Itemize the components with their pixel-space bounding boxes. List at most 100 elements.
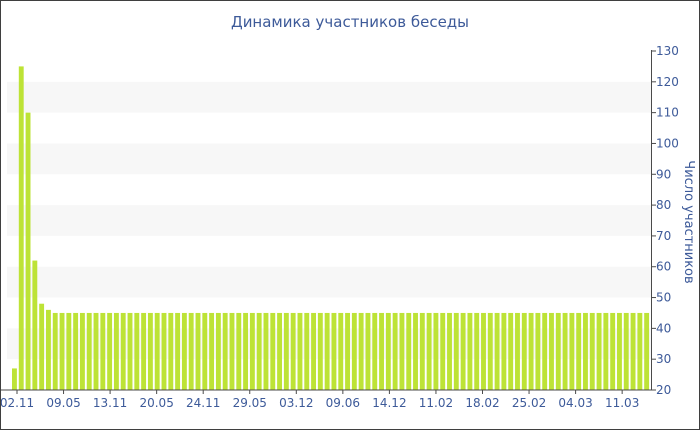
bar bbox=[120, 312, 126, 390]
bar bbox=[515, 312, 520, 390]
y-tick-label: 20 bbox=[656, 383, 671, 397]
bar bbox=[290, 312, 296, 390]
chart-title: Динамика участников беседы bbox=[230, 13, 470, 31]
bar bbox=[175, 312, 181, 390]
bar bbox=[576, 312, 582, 390]
bar bbox=[630, 312, 636, 390]
bar bbox=[481, 312, 486, 390]
bar bbox=[311, 312, 316, 390]
bar bbox=[256, 312, 262, 390]
bar bbox=[555, 312, 561, 390]
bar bbox=[419, 312, 425, 390]
bar bbox=[263, 312, 269, 390]
bar bbox=[93, 312, 99, 390]
bar bbox=[304, 312, 310, 390]
bar bbox=[141, 312, 147, 390]
x-tick-label: 09.06 bbox=[326, 396, 360, 410]
bar bbox=[521, 312, 527, 390]
grid-band bbox=[7, 81, 651, 113]
bar bbox=[107, 312, 113, 390]
bar bbox=[18, 66, 24, 390]
bar bbox=[59, 312, 65, 390]
bar bbox=[202, 312, 208, 390]
bar bbox=[365, 312, 371, 390]
bar bbox=[188, 312, 194, 390]
bar bbox=[644, 312, 650, 390]
bar bbox=[399, 312, 405, 390]
bar bbox=[52, 312, 58, 390]
x-tick-label: 11.03 bbox=[605, 396, 639, 410]
x-tick-label: 13.11 bbox=[93, 396, 127, 410]
y-tick-label: 70 bbox=[656, 229, 671, 243]
bar bbox=[610, 312, 616, 390]
y-tick-label: 50 bbox=[656, 291, 671, 305]
bar bbox=[113, 312, 119, 390]
bar bbox=[236, 312, 242, 390]
bar bbox=[474, 312, 480, 390]
y-tick-label: 100 bbox=[656, 136, 679, 150]
y-tick-label: 80 bbox=[656, 198, 671, 212]
bar bbox=[161, 312, 167, 390]
grid-band bbox=[7, 205, 651, 236]
bar bbox=[379, 312, 384, 390]
bar bbox=[562, 312, 568, 390]
bar bbox=[453, 312, 459, 390]
x-tick-label: 04.03 bbox=[558, 396, 592, 410]
bar bbox=[25, 112, 31, 390]
bar bbox=[345, 312, 350, 390]
bar bbox=[127, 312, 133, 390]
bar bbox=[86, 312, 92, 390]
x-tick-label: 09.05 bbox=[46, 396, 80, 410]
bar bbox=[243, 312, 249, 390]
bar bbox=[168, 312, 174, 390]
bar bbox=[392, 312, 398, 390]
bar bbox=[331, 312, 337, 390]
y-tick-label: 130 bbox=[656, 44, 679, 58]
bar bbox=[222, 312, 228, 390]
bar bbox=[426, 312, 432, 390]
bar bbox=[66, 312, 72, 390]
bar bbox=[542, 312, 548, 390]
bar bbox=[385, 312, 391, 390]
x-tick-label: 14.12 bbox=[372, 396, 406, 410]
y-tick-label: 40 bbox=[656, 321, 671, 335]
bar bbox=[440, 312, 446, 390]
bar bbox=[569, 312, 575, 390]
bar bbox=[549, 312, 554, 390]
bar bbox=[79, 312, 85, 390]
x-tick-label: 25.02 bbox=[512, 396, 546, 410]
bar bbox=[487, 312, 493, 390]
bar bbox=[413, 312, 418, 390]
bar bbox=[195, 312, 201, 390]
bar bbox=[317, 312, 323, 390]
bar bbox=[583, 312, 588, 390]
y-tick-label: 90 bbox=[656, 167, 671, 181]
bar bbox=[494, 312, 500, 390]
bar bbox=[249, 312, 255, 390]
grid-band bbox=[7, 266, 651, 298]
bar bbox=[637, 312, 643, 390]
bar bbox=[154, 312, 160, 390]
bar bbox=[528, 312, 534, 390]
bar bbox=[351, 312, 357, 390]
bar bbox=[100, 312, 106, 390]
bar bbox=[501, 312, 507, 390]
bar bbox=[32, 260, 38, 390]
bar bbox=[535, 312, 541, 390]
bar bbox=[229, 312, 235, 390]
bar bbox=[603, 312, 609, 390]
x-tick-label: 02.11 bbox=[1, 396, 34, 410]
bar bbox=[270, 312, 276, 390]
x-tick-label: 20.05 bbox=[139, 396, 173, 410]
bar bbox=[617, 312, 622, 390]
bar bbox=[596, 312, 602, 390]
bar bbox=[433, 312, 439, 390]
bar bbox=[147, 312, 153, 390]
bar bbox=[73, 312, 79, 390]
bar bbox=[283, 312, 289, 390]
grid-band bbox=[7, 143, 651, 175]
bar bbox=[589, 312, 595, 390]
bar bbox=[277, 312, 283, 390]
